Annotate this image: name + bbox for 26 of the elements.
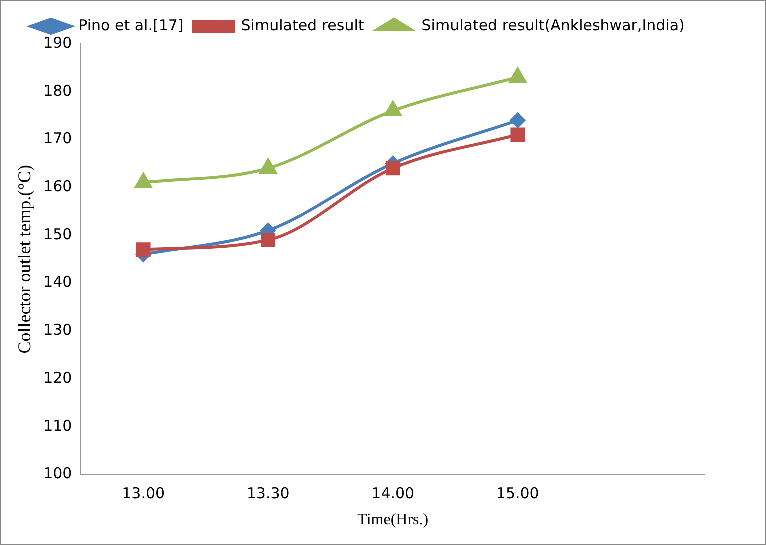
x-tick-label: 15.00 xyxy=(496,484,540,503)
legend-label: Simulated result xyxy=(241,16,364,34)
point xyxy=(509,68,526,84)
point xyxy=(261,233,276,248)
y-tick-label: 160 xyxy=(44,177,72,196)
y-tick-label: 150 xyxy=(44,225,72,244)
point xyxy=(384,102,402,117)
point xyxy=(386,161,400,176)
x-axis-title: Time(Hrs.) xyxy=(358,512,429,529)
y-tick-label: 130 xyxy=(44,321,72,340)
y-tick-label: 110 xyxy=(44,416,72,435)
x-tick-label: 13.30 xyxy=(246,484,290,503)
y-tick-label: 120 xyxy=(44,368,72,387)
y-tick-label: 140 xyxy=(44,273,72,292)
point xyxy=(510,128,526,142)
x-tick-label: 13.00 xyxy=(122,484,166,503)
y-tick-label: 100 xyxy=(44,464,72,483)
y-tick-label: 180 xyxy=(44,82,72,100)
y-tick-label: 190 xyxy=(44,34,72,52)
point xyxy=(510,113,526,128)
x-tick-label: 14.00 xyxy=(372,484,415,503)
legend-label: Pino et al.[17] xyxy=(78,16,184,34)
point xyxy=(136,242,151,257)
y-tick-label: 170 xyxy=(44,130,72,148)
y-axis-title: Collector outlet temp.(°C) xyxy=(14,165,35,354)
legend-label: Simulated result(Ankleshwar,India) xyxy=(422,16,685,34)
